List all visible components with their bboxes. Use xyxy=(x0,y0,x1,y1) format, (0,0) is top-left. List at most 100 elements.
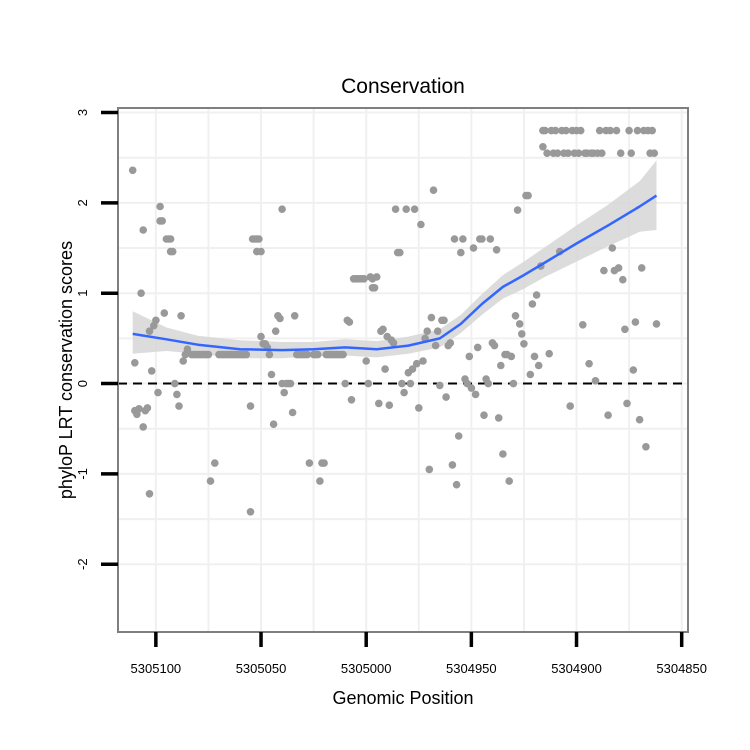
y-tick-label: -1 xyxy=(75,468,90,480)
data-point xyxy=(612,126,621,135)
data-point xyxy=(391,205,400,213)
data-point xyxy=(139,226,147,234)
data-point xyxy=(408,365,417,373)
data-point xyxy=(360,275,368,283)
data-point xyxy=(429,186,438,194)
data-point xyxy=(286,379,295,388)
data-point xyxy=(372,273,381,281)
data-point xyxy=(139,423,147,431)
x-tick-label: 5304950 xyxy=(446,661,497,676)
data-point xyxy=(206,477,215,485)
data-point xyxy=(513,206,522,214)
data-point xyxy=(278,205,286,213)
data-point xyxy=(440,316,448,325)
data-point xyxy=(600,266,608,275)
data-point xyxy=(128,166,137,175)
data-point xyxy=(290,312,299,320)
data-point xyxy=(454,432,463,440)
data-point xyxy=(621,325,629,334)
data-point xyxy=(271,327,280,336)
smooth-line-layer xyxy=(132,194,658,352)
data-point xyxy=(625,126,633,135)
data-point xyxy=(177,312,185,320)
data-point xyxy=(579,321,587,329)
data-point xyxy=(131,359,139,367)
data-point xyxy=(619,275,627,284)
data-point xyxy=(541,126,549,135)
data-point xyxy=(135,405,143,413)
data-point xyxy=(497,361,505,370)
data-point xyxy=(448,461,457,469)
data-point xyxy=(257,332,265,341)
data-point xyxy=(648,126,656,135)
data-point xyxy=(339,350,347,359)
data-point xyxy=(633,126,642,135)
data-point xyxy=(650,149,659,157)
data-point xyxy=(606,126,614,135)
data-point xyxy=(255,235,263,243)
data-point xyxy=(412,359,421,368)
data-point xyxy=(154,388,162,397)
data-point xyxy=(494,414,503,422)
data-point xyxy=(415,404,423,412)
y-tick-label: 1 xyxy=(75,290,90,297)
data-point xyxy=(598,149,606,157)
data-point xyxy=(484,379,493,388)
y-tick-label: 2 xyxy=(75,199,90,206)
data-point xyxy=(433,327,442,336)
x-tick-label: 5305000 xyxy=(341,661,392,676)
data-point xyxy=(183,345,192,354)
y-axis-label: phyloP LRT conservation scores xyxy=(56,241,76,499)
data-point xyxy=(585,359,593,368)
data-point xyxy=(566,402,574,410)
data-point xyxy=(316,477,324,485)
data-point xyxy=(431,341,440,350)
data-point xyxy=(478,235,486,243)
data-point xyxy=(520,340,528,348)
data-point xyxy=(486,235,495,243)
data-point xyxy=(459,235,467,243)
y-tick-label: 3 xyxy=(75,109,90,116)
data-point xyxy=(471,390,480,399)
data-point xyxy=(145,490,154,498)
data-point xyxy=(427,313,436,322)
data-point xyxy=(469,244,478,252)
data-point xyxy=(642,443,650,451)
data-point xyxy=(402,205,411,213)
data-point xyxy=(509,379,518,388)
data-point xyxy=(406,379,415,388)
data-point xyxy=(436,381,444,390)
data-point xyxy=(465,352,474,361)
data-point xyxy=(145,327,154,336)
data-point xyxy=(410,205,419,213)
data-point xyxy=(564,149,572,157)
x-tick-label: 5304850 xyxy=(656,661,707,676)
confidence-band-layer xyxy=(132,160,657,359)
data-point xyxy=(257,247,265,256)
data-point xyxy=(305,459,314,467)
data-point xyxy=(345,318,354,326)
data-point xyxy=(515,320,524,328)
data-point xyxy=(267,370,276,379)
data-point xyxy=(362,357,371,365)
data-point xyxy=(179,357,187,365)
data-point xyxy=(595,126,604,135)
data-point xyxy=(280,388,289,397)
data-point xyxy=(631,318,640,326)
data-point xyxy=(652,320,661,328)
data-point xyxy=(385,401,394,410)
data-point xyxy=(518,330,526,338)
data-point xyxy=(381,365,389,373)
data-point xyxy=(553,149,562,157)
y-tick-label: 0 xyxy=(75,380,90,387)
x-tick-label: 5305050 xyxy=(236,661,287,676)
data-point xyxy=(627,149,635,157)
data-point xyxy=(265,350,274,359)
data-point xyxy=(171,379,179,388)
data-point xyxy=(276,314,284,323)
scatter-points xyxy=(128,126,661,516)
data-point xyxy=(166,235,175,243)
data-point xyxy=(457,248,465,257)
data-point xyxy=(511,312,520,320)
data-point xyxy=(269,420,278,429)
